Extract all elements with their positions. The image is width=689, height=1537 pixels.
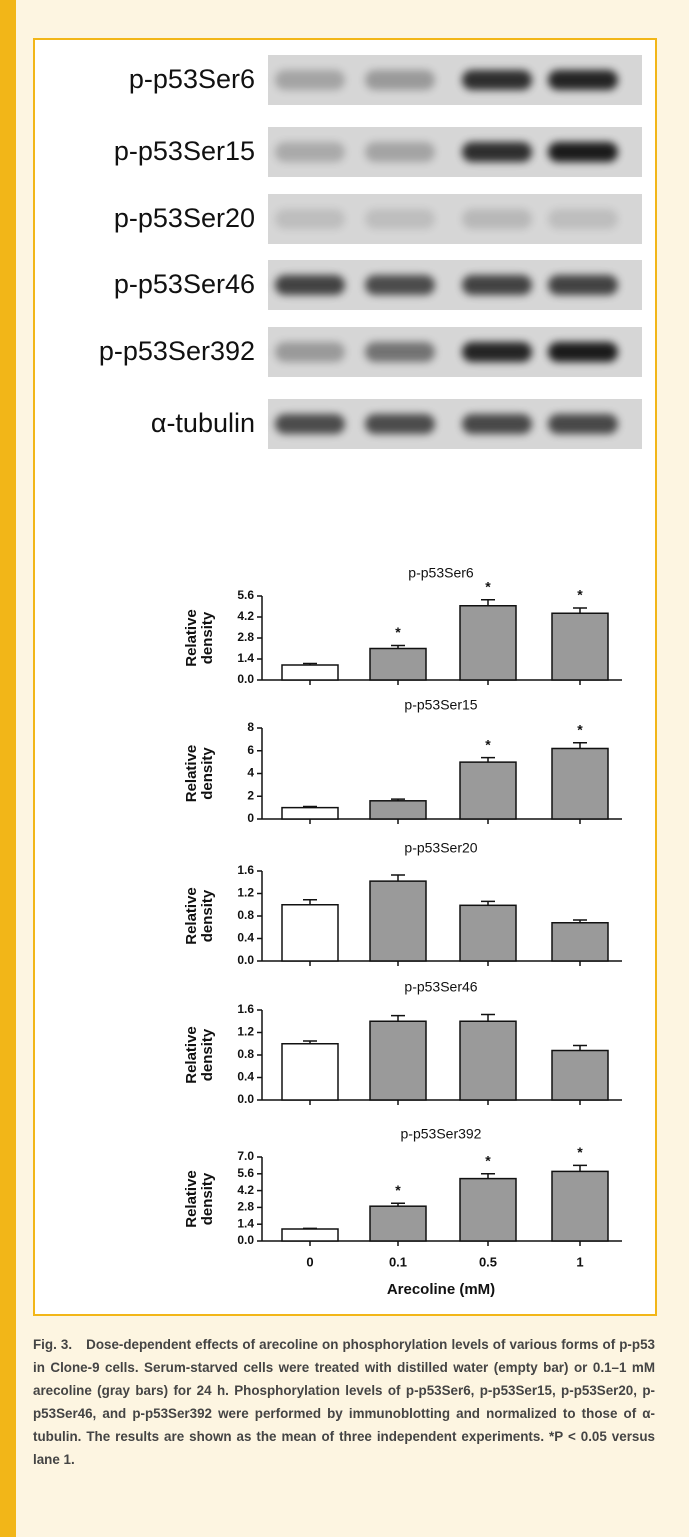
- y-tick-label: 2.8: [237, 1200, 254, 1214]
- bar: [282, 1044, 338, 1100]
- y-tick-label: 0.0: [237, 953, 254, 967]
- bar: [282, 905, 338, 961]
- y-axis-label: Relativedensity: [183, 609, 216, 667]
- caption-text: Dose-dependent effects of arecoline on p…: [33, 1337, 655, 1444]
- charts: p-p53Ser6 Relativedensity 0.0 1.4 2.8 4.2 5.6 *…: [0, 0, 689, 1337]
- y-axis-label: Relativedensity: [183, 1026, 216, 1084]
- y-tick-label: 2.8: [237, 630, 254, 644]
- error-bar: [391, 1016, 405, 1022]
- bar: [552, 1051, 608, 1101]
- y-tick-label: 1.6: [237, 863, 254, 877]
- y-tick-label: 4.2: [237, 1183, 254, 1197]
- y-tick-label: 5.6: [237, 1166, 254, 1180]
- y-tick-label: 1.4: [237, 651, 254, 665]
- y-tick-label: 0: [247, 811, 254, 825]
- y-tick-label: 2: [247, 788, 254, 802]
- chart-title: p-p53Ser392: [401, 1126, 482, 1142]
- error-bar: [391, 875, 405, 881]
- bar: [552, 613, 608, 680]
- error-bar: [573, 743, 587, 749]
- bar: [370, 649, 426, 681]
- bar: [370, 801, 426, 819]
- y-tick-label: 1.2: [237, 1025, 254, 1039]
- x-axis-label: Arecoline (mM): [387, 1281, 495, 1298]
- significance-mark: *: [577, 587, 583, 603]
- page: p-p53Ser6p-p53Ser15p-p53Ser20p-p53Ser46p…: [0, 0, 689, 1537]
- bar: [370, 1206, 426, 1241]
- y-tick-label: 0.4: [237, 1070, 254, 1084]
- y-axis-label: Relativedensity: [183, 1170, 216, 1228]
- chart-title: p-p53Ser6: [408, 565, 474, 581]
- y-tick-label: 1.4: [237, 1216, 254, 1230]
- x-tick-label: 0: [306, 1254, 313, 1269]
- bar: [460, 1179, 516, 1241]
- error-bar: [303, 1228, 317, 1229]
- y-tick-label: 1.6: [237, 1002, 254, 1016]
- chart-title: p-p53Ser46: [404, 979, 477, 995]
- x-tick-label: 1: [576, 1254, 583, 1269]
- chart-title: p-p53Ser20: [404, 840, 477, 856]
- y-tick-label: 4: [247, 766, 254, 780]
- bar: [552, 923, 608, 961]
- y-tick-label: 0.0: [237, 1233, 254, 1247]
- error-bar: [481, 1015, 495, 1022]
- bar: [370, 881, 426, 961]
- bar: [282, 1229, 338, 1241]
- y-tick-label: 4.2: [237, 609, 254, 623]
- chart-title: p-p53Ser15: [404, 697, 477, 713]
- error-bar: [573, 1045, 587, 1050]
- significance-mark: *: [485, 578, 491, 594]
- error-bar: [303, 900, 317, 905]
- bar: [460, 762, 516, 819]
- caption: Fig. 3. Dose-dependent effects of arecol…: [33, 1333, 655, 1471]
- bar: [552, 1171, 608, 1241]
- bar: [282, 808, 338, 819]
- y-tick-label: 0.0: [237, 672, 254, 686]
- bar: [282, 665, 338, 680]
- x-tick-label: 0.1: [389, 1254, 407, 1269]
- y-tick-label: 0.4: [237, 931, 254, 945]
- significance-mark: *: [395, 624, 401, 640]
- bar: [460, 905, 516, 961]
- bar: [460, 606, 516, 680]
- error-bar: [573, 1165, 587, 1171]
- significance-mark: *: [485, 736, 491, 752]
- y-tick-label: 0.8: [237, 908, 254, 922]
- y-tick-label: 7.0: [237, 1149, 254, 1163]
- y-tick-label: 1.2: [237, 886, 254, 900]
- y-axis-label: Relativedensity: [183, 745, 216, 803]
- bar: [460, 1021, 516, 1100]
- y-tick-label: 5.6: [237, 588, 254, 602]
- error-bar: [481, 600, 495, 606]
- y-tick-label: 6: [247, 743, 254, 757]
- y-tick-label: 0.0: [237, 1092, 254, 1106]
- error-bar: [573, 608, 587, 613]
- bar: [370, 1021, 426, 1100]
- significance-mark: *: [577, 1144, 583, 1160]
- significance-mark: *: [577, 721, 583, 737]
- bar: [552, 748, 608, 819]
- y-tick-label: 8: [247, 720, 254, 734]
- y-axis-label: Relativedensity: [183, 887, 216, 945]
- y-tick-label: 0.8: [237, 1047, 254, 1061]
- significance-mark: *: [395, 1182, 401, 1198]
- significance-mark: *: [485, 1153, 491, 1169]
- x-tick-label: 0.5: [479, 1254, 497, 1269]
- caption-label: Fig. 3.: [33, 1337, 72, 1352]
